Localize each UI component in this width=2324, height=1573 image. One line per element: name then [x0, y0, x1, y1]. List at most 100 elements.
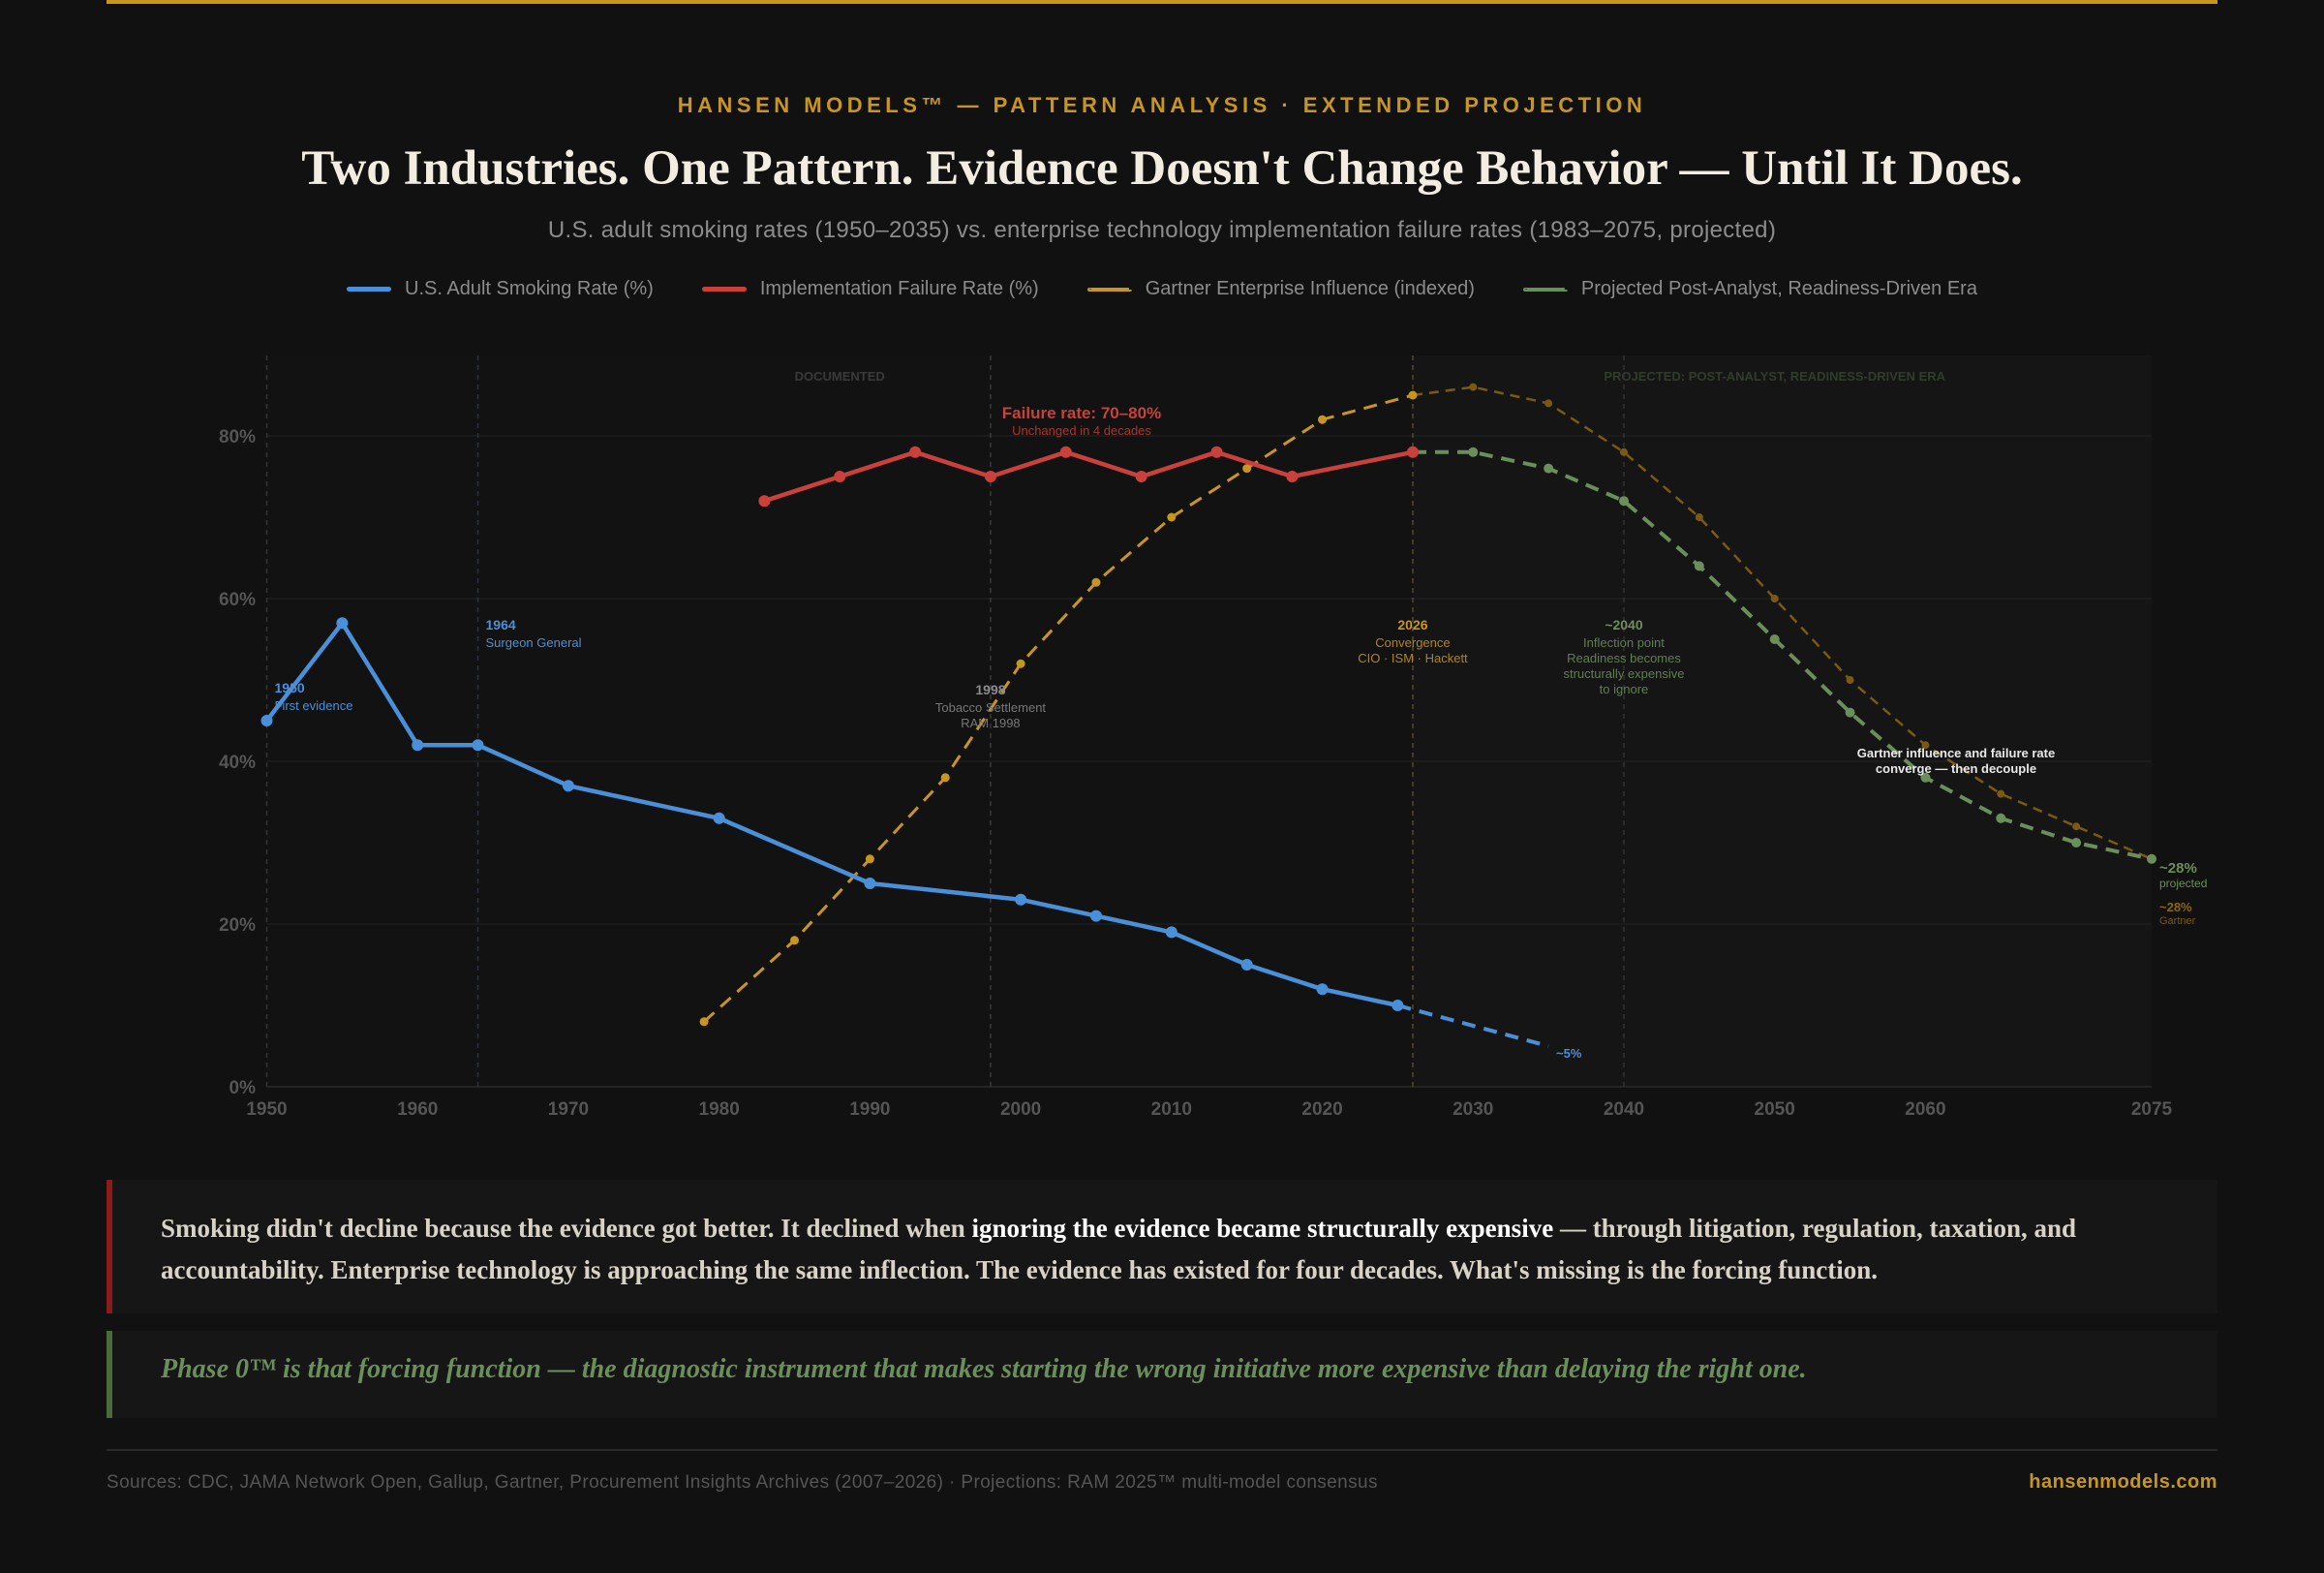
legend-item-gartner: Gartner Enterprise Influence (indexed): [1086, 278, 1475, 300]
y-tick-label: 0%: [229, 1078, 257, 1098]
legend-item-smoking: U.S. Adult Smoking Rate (%): [347, 278, 654, 300]
failure-rate-line-point: [909, 446, 922, 458]
projected-failure-line-point: [1920, 772, 1931, 783]
gartner-line-point: [1318, 415, 1328, 424]
marker-label-2040: to ignore: [1600, 682, 1649, 696]
chart-legend: U.S. Adult Smoking Rate (%) Implementati…: [0, 278, 2324, 300]
x-tick-label: 2060: [1905, 1099, 1945, 1120]
projected-failure-line-point: [1769, 634, 1780, 644]
legend-swatch: [701, 287, 747, 292]
sources-text: Sources: CDC, JAMA Network Open, Gallup,…: [107, 1472, 1378, 1493]
marker-label-1998: Tobacco Settlement: [935, 700, 1047, 715]
legend-label: Projected Post-Analyst, Readiness-Driven…: [1580, 278, 1977, 299]
site-link[interactable]: hansenmodels.com: [2029, 1471, 2217, 1493]
marker-label-2040: Inflection point: [1583, 635, 1665, 650]
projected-failure-line-point: [1468, 447, 1479, 457]
failure-rate-line-point: [984, 471, 996, 482]
marker-label-1950: 1950: [275, 680, 305, 695]
gartner-projection-line-point: [1921, 741, 1930, 750]
x-tick-label: 1980: [699, 1099, 740, 1120]
projected-failure-line-point: [1694, 561, 1704, 571]
projected-failure-line-point: [2147, 853, 2156, 864]
projected-failure-line-point: [1845, 707, 1855, 718]
legend-label: Implementation Failure Rate (%): [759, 278, 1039, 299]
smoking-rate-line-point: [336, 617, 349, 630]
marker-label-2026: CIO · ISM · Hackett: [1358, 651, 1468, 665]
smoking-rate-line-point: [1015, 893, 1027, 906]
marker-label-1998: 1998: [975, 682, 1005, 697]
region-label-documented: DOCUMENTED: [795, 369, 885, 384]
smoking-rate-line-point: [1316, 983, 1329, 996]
projected-failure-line-point: [2071, 838, 2082, 848]
y-tick-label: 80%: [219, 427, 256, 447]
converge-annotation: converge — then decouple: [1876, 761, 2036, 776]
failure-rate-line-point: [758, 495, 771, 508]
callout-text-1: Smoking didn't decline because the evide…: [161, 1214, 972, 1243]
smoking-rate-line-point: [1391, 1000, 1404, 1011]
x-tick-label: 2075: [2131, 1099, 2173, 1120]
failure-rate-line-point: [1059, 446, 1072, 458]
gartner-projection-line-point: [1846, 676, 1854, 684]
gartner-projection-line-point: [1997, 789, 2005, 798]
tagline-text: Phase 0™ is that forcing function — the …: [161, 1354, 1807, 1384]
gartner-projection-line-point: [1770, 595, 1779, 602]
projected-end-sublabel: projected: [2159, 877, 2207, 890]
legend-swatch: [1086, 287, 1132, 292]
gartner-projection-line-point: [1695, 513, 1703, 521]
legend-item-failure: Implementation Failure Rate (%): [701, 278, 1039, 300]
x-tick-label: 2040: [1604, 1099, 1644, 1120]
marker-label-2026: 2026: [1397, 617, 1427, 632]
region-label-projected: PROJECTED: POST-ANALYST, READINESS-DRIVE…: [1604, 369, 1945, 384]
marker-label-1964: Surgeon General: [486, 635, 582, 650]
x-tick-label: 2010: [1151, 1099, 1192, 1120]
page-subtitle: U.S. adult smoking rates (1950–2035) vs.…: [547, 217, 1777, 243]
line-chart: DOCUMENTED PROJECTED: POST-ANALYST, READI…: [219, 355, 2207, 1120]
failure-rate-line-point: [1286, 471, 1299, 482]
x-tick-label: 1950: [246, 1099, 287, 1120]
smoking-rate-line-point: [1165, 926, 1177, 939]
gartner-line-point: [1091, 577, 1101, 587]
x-tick-label: 2030: [1452, 1099, 1493, 1120]
footer-divider: [107, 1449, 2217, 1451]
projected-failure-line-point: [1618, 496, 1629, 507]
smoking-rate-line-point: [864, 878, 876, 889]
page-title: Two Industries. One Pattern. Evidence Do…: [301, 141, 2023, 196]
callout-text-2: — through litigation, regulation, taxati…: [161, 1214, 2077, 1284]
projected-failure-line-point: [1996, 813, 2006, 823]
top-accent-bar: [107, 0, 2217, 4]
gartner-line-point: [1408, 390, 1418, 400]
gartner-projection-line-point: [2072, 822, 2081, 831]
marker-label-2026: Convergence: [1375, 635, 1450, 650]
x-tick-label: 1990: [849, 1099, 890, 1120]
legend-label: Gartner Enterprise Influence (indexed): [1145, 278, 1475, 299]
gartner-line-point: [699, 1017, 709, 1027]
gartner-projection-line-point: [1469, 383, 1478, 391]
smoking-rate-line-point: [1089, 910, 1102, 922]
x-tick-label: 1970: [548, 1099, 589, 1120]
legend-item-projected: Projected Post-Analyst, Readiness-Driven…: [1522, 278, 1977, 300]
gartner-projection-line-point: [1619, 447, 1628, 456]
y-tick-label: 40%: [219, 753, 256, 773]
smoking-projection-line: [1396, 1003, 1549, 1048]
smoking-end-label: ~5%: [1556, 1046, 1582, 1061]
failure-rate-line-point: [1210, 446, 1223, 458]
x-tick-label: 2050: [1755, 1099, 1795, 1120]
x-tick-label: 2000: [1000, 1099, 1041, 1120]
legend-swatch: [347, 287, 392, 292]
y-tick-label: 20%: [219, 915, 256, 936]
documented-region: [266, 355, 1413, 1087]
failure-rate-line-point: [834, 471, 846, 482]
marker-label-2040: Readiness becomes: [1567, 651, 1681, 665]
tagline-box: Phase 0™ is that forcing function — the …: [107, 1331, 2217, 1418]
gartner-end-sublabel: Gartner: [2159, 915, 2196, 927]
callout-box: Smoking didn't decline because the evide…: [107, 1180, 2217, 1313]
legend-swatch: [1522, 287, 1568, 292]
gartner-line-point: [790, 936, 800, 945]
gartner-line-point: [1242, 464, 1252, 474]
failure-rate-annotation: Failure rate: 70–80%: [1002, 404, 1161, 422]
failure-rate-line-point: [1406, 446, 1419, 458]
marker-label-1964: 1964: [486, 617, 516, 632]
smoking-rate-line-point: [713, 812, 725, 824]
projected-region: [1412, 355, 2152, 1087]
gartner-line-point: [865, 854, 874, 864]
